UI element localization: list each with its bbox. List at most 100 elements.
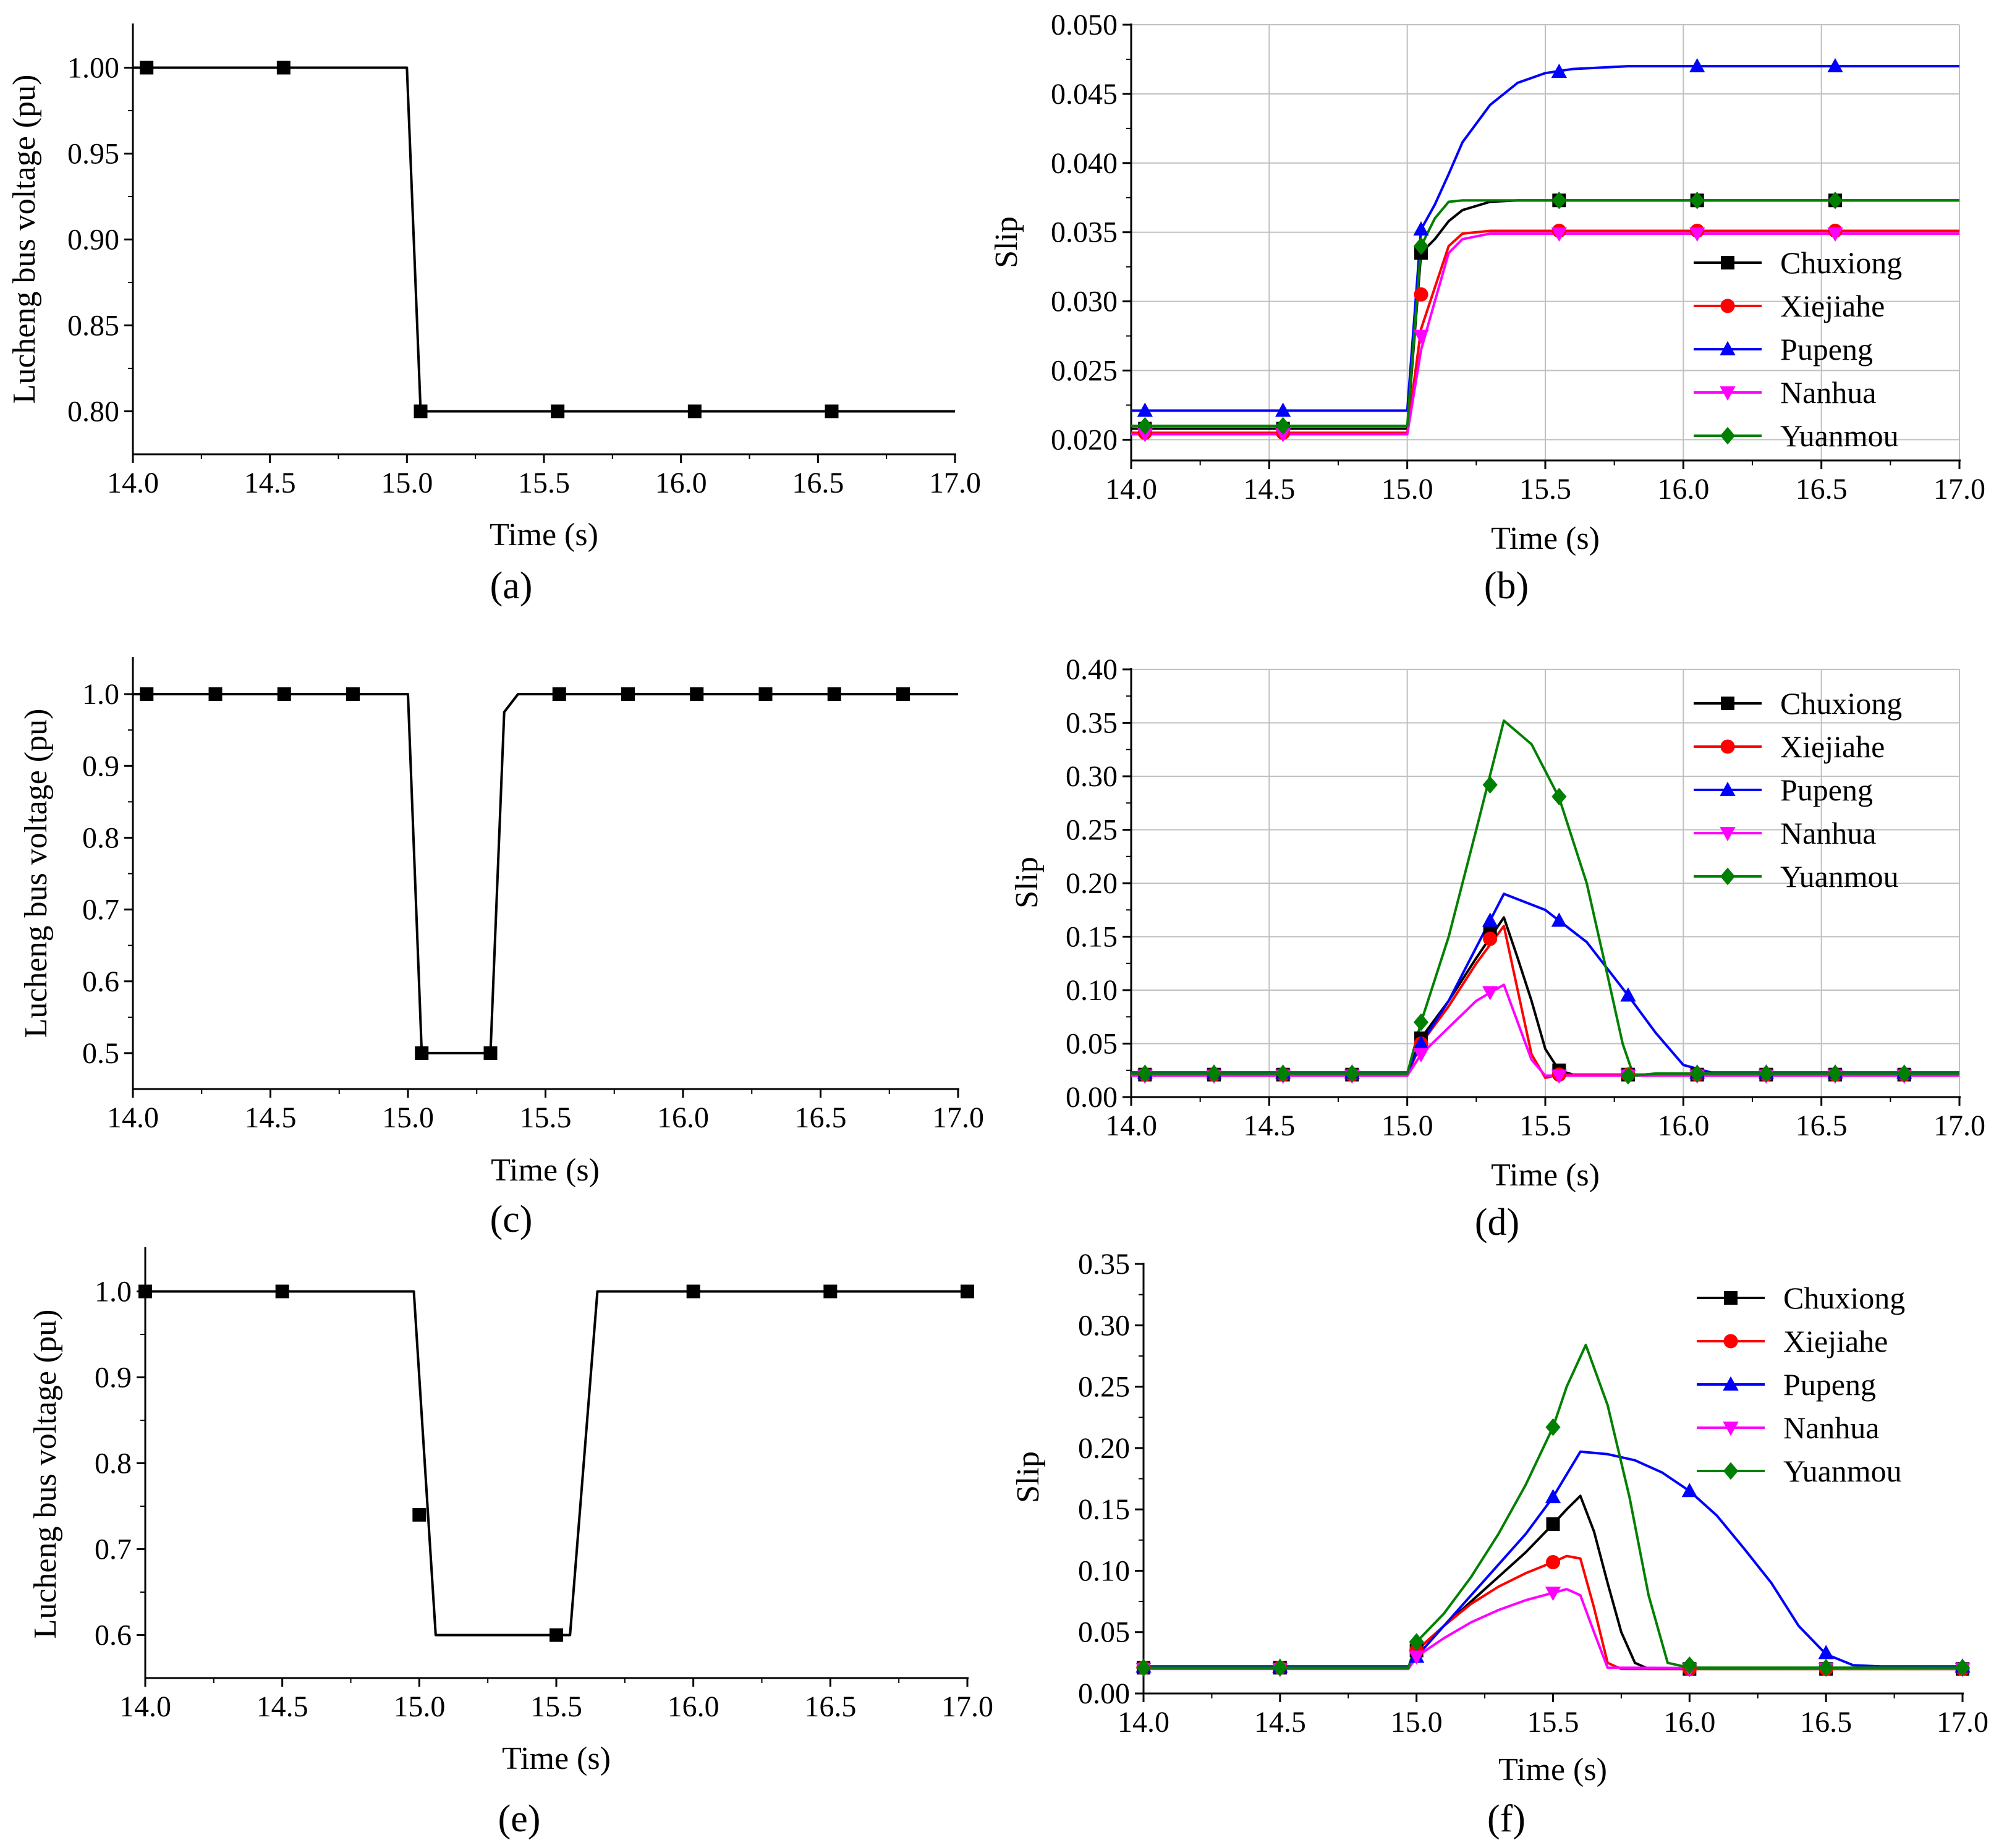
y-tick-label: 0.040 <box>1051 147 1118 180</box>
x-tick-label: 15.5 <box>1519 1109 1571 1142</box>
y-tick-label: 0.050 <box>1051 9 1118 41</box>
x-tick-label: 15.0 <box>393 1690 445 1723</box>
data-point-lucheng-bus-voltage <box>690 687 703 701</box>
y-tick-label: 0.25 <box>1066 814 1118 847</box>
data-point-lucheng-bus-voltage <box>140 687 153 701</box>
y-tick-label: 1.0 <box>82 678 119 711</box>
legend-label-xiejiahe: Xiejiahe <box>1783 1324 1888 1358</box>
data-point-lucheng-bus-voltage <box>412 1508 426 1522</box>
legend-label-nanhua: Nanhua <box>1783 1410 1880 1445</box>
data-point-lucheng-bus-voltage <box>414 405 428 418</box>
legend-label-chuxiong: Chuxiong <box>1780 686 1902 721</box>
y-tick-label: 1.00 <box>67 52 119 85</box>
x-tick-label: 15.5 <box>520 1101 572 1134</box>
y-tick-label: 0.9 <box>82 750 119 782</box>
data-point-lucheng-bus-voltage <box>276 1285 289 1299</box>
y-tick-label: 0.6 <box>95 1619 132 1652</box>
data-point-lucheng-bus-voltage <box>759 687 773 701</box>
y-tick-label: 0.035 <box>1051 216 1118 249</box>
y-tick-label: 0.25 <box>1078 1371 1130 1404</box>
legend-swatch-marker-chuxiong <box>1721 697 1734 710</box>
x-tick-label: 15.5 <box>530 1690 582 1723</box>
y-tick-label: 0.6 <box>82 965 119 998</box>
legend-label-chuxiong: Chuxiong <box>1783 1281 1905 1315</box>
y-tick-label: 0.20 <box>1066 867 1118 900</box>
y-tick-label: 0.8 <box>82 821 119 854</box>
data-point-lucheng-bus-voltage <box>687 1285 700 1299</box>
figure-canvas: Time (s) Lucheng bus voltage (pu) (a) 14… <box>0 0 1999 1848</box>
data-point-lucheng-bus-voltage <box>277 61 291 75</box>
data-point-xiejiahe <box>1483 931 1497 946</box>
y-tick-label: 0.85 <box>67 310 119 342</box>
data-point-xiejiahe <box>1546 1555 1560 1569</box>
x-tick-label: 14.0 <box>1118 1706 1169 1739</box>
y-tick-label: 0.5 <box>82 1037 119 1070</box>
y-tick-label: 0.00 <box>1078 1677 1130 1710</box>
x-tick-label: 14.0 <box>107 1101 159 1134</box>
x-tick-label: 17.0 <box>1933 473 1985 506</box>
legend-label-pupeng: Pupeng <box>1783 1367 1876 1402</box>
x-tick-label: 17.0 <box>929 467 981 499</box>
panel-caption: (a) <box>490 565 533 607</box>
x-tick-label: 16.5 <box>792 467 844 499</box>
y-tick-label: 0.05 <box>1066 1028 1118 1061</box>
y-tick-label: 1.0 <box>95 1276 132 1308</box>
x-tick-label: 15.0 <box>1381 1109 1433 1142</box>
legend-label-nanhua: Nanhua <box>1780 816 1877 850</box>
data-point-lucheng-bus-voltage <box>138 1285 152 1299</box>
y-tick-label: 0.20 <box>1078 1432 1130 1465</box>
y-tick-label: 0.30 <box>1066 760 1118 793</box>
y-tick-label: 0.95 <box>67 138 119 171</box>
x-tick-label: 14.5 <box>257 1690 308 1723</box>
x-tick-label: 16.0 <box>668 1690 719 1723</box>
x-tick-label: 14.5 <box>1243 473 1295 506</box>
y-axis-title: Lucheng bus voltage (pu) <box>28 1310 63 1639</box>
x-axis-title: Time (s) <box>490 517 598 553</box>
x-tick-label: 15.5 <box>1527 1706 1579 1739</box>
y-tick-label: 0.30 <box>1078 1309 1130 1342</box>
y-axis-title: Lucheng bus voltage (pu) <box>7 75 42 404</box>
data-point-chuxiong <box>1547 1517 1560 1531</box>
legend-label-nanhua: Nanhua <box>1780 375 1877 410</box>
legend-swatch-marker-xiejiahe <box>1720 299 1734 313</box>
legend-label-yuanmou: Yuanmou <box>1780 859 1899 894</box>
x-tick-label: 14.0 <box>107 467 159 499</box>
x-axis-title: Time (s) <box>491 1153 600 1188</box>
y-tick-label: 0.025 <box>1051 355 1118 388</box>
x-tick-label: 17.0 <box>941 1690 993 1723</box>
x-tick-label: 14.5 <box>1254 1706 1306 1739</box>
y-tick-label: 0.80 <box>67 396 119 428</box>
y-tick-label: 0.8 <box>95 1447 132 1480</box>
x-tick-label: 15.0 <box>1391 1706 1443 1739</box>
data-point-lucheng-bus-voltage <box>278 687 291 701</box>
x-tick-label: 15.0 <box>1381 473 1433 506</box>
y-axis-title: Slip <box>989 216 1024 268</box>
panel-caption: (e) <box>498 1798 541 1840</box>
panel-caption: (d) <box>1475 1202 1519 1244</box>
x-axis-title: Time (s) <box>1498 1752 1607 1787</box>
x-axis-title: Time (s) <box>502 1741 611 1776</box>
legend-label-pupeng: Pupeng <box>1780 332 1873 367</box>
data-point-lucheng-bus-voltage <box>688 405 702 418</box>
data-point-lucheng-bus-voltage <box>484 1046 498 1060</box>
x-tick-label: 14.5 <box>244 467 296 499</box>
legend-label-pupeng: Pupeng <box>1780 773 1873 807</box>
x-tick-label: 14.0 <box>119 1690 171 1723</box>
x-tick-label: 16.5 <box>1796 1109 1848 1142</box>
y-tick-label: 0.020 <box>1051 423 1118 456</box>
x-tick-label: 16.5 <box>1796 473 1848 506</box>
y-tick-label: 0.35 <box>1066 707 1118 740</box>
x-tick-label: 15.0 <box>381 467 433 499</box>
legend-swatch-marker-xiejiahe <box>1723 1334 1738 1348</box>
legend-label-yuanmou: Yuanmou <box>1780 418 1899 453</box>
data-point-lucheng-bus-voltage <box>828 687 841 701</box>
figure-background <box>0 0 1999 1848</box>
y-tick-label: 0.030 <box>1051 286 1118 318</box>
y-tick-label: 0.90 <box>67 224 119 256</box>
data-point-lucheng-bus-voltage <box>346 687 360 701</box>
legend-label-chuxiong: Chuxiong <box>1780 245 1902 280</box>
y-tick-label: 0.35 <box>1078 1248 1130 1281</box>
x-tick-label: 14.0 <box>1105 473 1157 506</box>
y-tick-label: 0.7 <box>95 1533 132 1566</box>
data-point-lucheng-bus-voltage <box>415 1046 428 1060</box>
